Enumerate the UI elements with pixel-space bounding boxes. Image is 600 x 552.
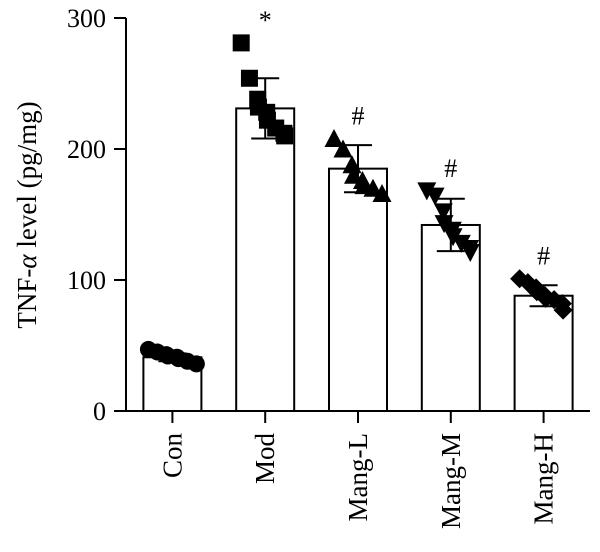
data-point-triangle-up bbox=[342, 155, 362, 174]
y-tick-label: 0 bbox=[93, 397, 106, 426]
data-point-diamond bbox=[553, 300, 573, 320]
data-point-triangle-down bbox=[433, 203, 453, 222]
x-tick-label: Mang-H bbox=[529, 433, 559, 524]
data-point-triangle-up bbox=[333, 139, 353, 158]
y-axis-title-pre: TNF- bbox=[12, 269, 42, 329]
bar-mod bbox=[235, 107, 296, 412]
data-point-triangle-up bbox=[324, 129, 344, 148]
data-points bbox=[139, 34, 573, 373]
significance-mark: # bbox=[444, 154, 457, 183]
data-point-triangle-down bbox=[443, 228, 463, 247]
data-point-square bbox=[232, 34, 250, 52]
data-point-triangle-down bbox=[451, 234, 471, 253]
data-point-square bbox=[240, 69, 258, 87]
data-point-triangle-down bbox=[425, 187, 445, 206]
x-tick-label: Mang-M bbox=[436, 433, 466, 529]
y-tick-label: 100 bbox=[67, 266, 106, 295]
x-tick-label: Mod bbox=[250, 433, 280, 485]
data-point-circle bbox=[187, 355, 205, 373]
data-point-triangle-down bbox=[417, 182, 437, 201]
x-tick-label: Con bbox=[157, 433, 187, 479]
data-point-triangle-down bbox=[460, 243, 480, 262]
data-point-triangle-down bbox=[434, 215, 454, 234]
significance-mark: # bbox=[352, 102, 365, 131]
x-tick-label: Mang-L bbox=[343, 433, 373, 521]
data-point-triangle-up bbox=[372, 184, 392, 203]
significance-mark: # bbox=[537, 242, 550, 271]
significance-mark: * bbox=[259, 6, 272, 35]
data-point-square bbox=[276, 127, 294, 145]
y-tick-label: 200 bbox=[67, 135, 106, 164]
axes: 0 100 200 300 bbox=[67, 4, 590, 426]
x-tick-labels: Con Mod Mang-L Mang-M Mang-H bbox=[157, 433, 558, 529]
y-tick-label: 300 bbox=[67, 4, 106, 33]
y-axis-title: TNF-α level (pg/mg) bbox=[12, 101, 42, 328]
bars bbox=[142, 107, 574, 413]
y-axis-title-alpha: α bbox=[12, 254, 42, 269]
y-axis-title-post: level (pg/mg) bbox=[12, 101, 42, 254]
bar-mang-l bbox=[328, 167, 388, 412]
significance-annotations: * # # # bbox=[259, 6, 550, 271]
